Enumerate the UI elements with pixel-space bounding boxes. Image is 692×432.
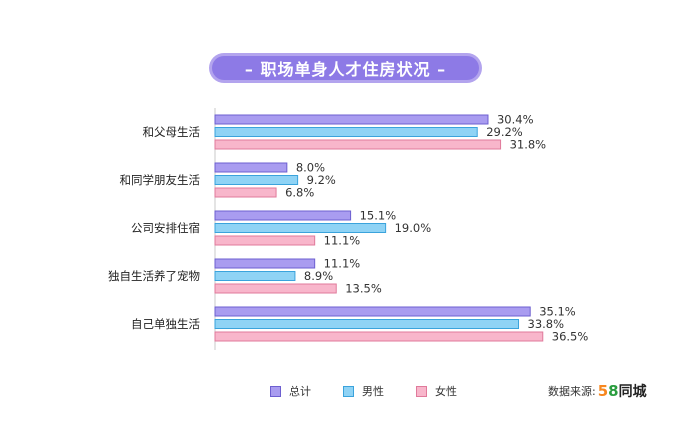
bar-male	[214, 223, 387, 233]
bar-female	[214, 187, 277, 198]
bar-total	[214, 114, 489, 125]
category-label: 公司安排住宿	[131, 221, 200, 235]
data-label: 35.1%	[539, 305, 576, 319]
data-source: 数据来源: 58 同城	[548, 381, 647, 401]
category-label: 自己单独生活	[131, 317, 200, 331]
bar-male	[214, 127, 478, 137]
legend-label-total: 总计	[289, 385, 311, 398]
category-label: 独自生活养了宠物	[108, 269, 200, 283]
bar-total	[214, 162, 288, 173]
data-label: 9.2%	[307, 173, 336, 187]
data-label: 29.2%	[486, 125, 523, 139]
bar-female	[214, 331, 544, 342]
legend-item-total: 总计	[270, 383, 311, 399]
bar-female	[214, 283, 337, 294]
chart-title-badge: – 职场单身人才住房状况 –	[209, 53, 482, 83]
data-label: 31.8%	[510, 138, 547, 152]
bar-female	[214, 139, 502, 150]
bar-total	[214, 306, 531, 317]
brand-logo-number: 58	[598, 382, 619, 400]
data-label: 11.1%	[324, 234, 361, 248]
bar-total	[214, 210, 352, 221]
data-label: 6.8%	[285, 186, 314, 200]
category-label: 和同学朋友生活	[120, 173, 201, 187]
legend: 总计 男性 女性	[270, 383, 489, 399]
chart-title: – 职场单身人才住房状况 –	[212, 56, 479, 80]
legend-swatch-male	[343, 385, 354, 397]
bar-male	[214, 271, 296, 281]
data-label: 15.1%	[360, 209, 397, 223]
data-label: 36.5%	[552, 330, 589, 344]
bar-male	[214, 175, 299, 185]
data-label: 30.4%	[497, 113, 534, 127]
brand-name: 同城	[618, 384, 647, 400]
legend-label-male: 男性	[362, 385, 384, 398]
bar-female	[214, 235, 316, 246]
category-label: 和父母生活	[143, 125, 201, 139]
data-label: 13.5%	[345, 282, 382, 296]
data-label: 8.9%	[304, 269, 333, 283]
legend-label-female: 女性	[435, 385, 457, 398]
legend-item-male: 男性	[343, 383, 384, 399]
data-label: 11.1%	[324, 257, 361, 271]
bar-total	[214, 258, 316, 269]
brand-digit-5: 5	[597, 382, 609, 400]
source-label: 数据来源:	[548, 385, 596, 398]
data-label: 33.8%	[528, 317, 565, 331]
legend-swatch-female	[416, 385, 427, 397]
data-label: 8.0%	[296, 161, 325, 175]
brand-digit-8: 8	[608, 382, 619, 400]
legend-item-female: 女性	[416, 383, 457, 399]
data-label: 19.0%	[395, 221, 432, 235]
bar-male	[214, 319, 520, 329]
legend-swatch-total	[270, 385, 281, 397]
